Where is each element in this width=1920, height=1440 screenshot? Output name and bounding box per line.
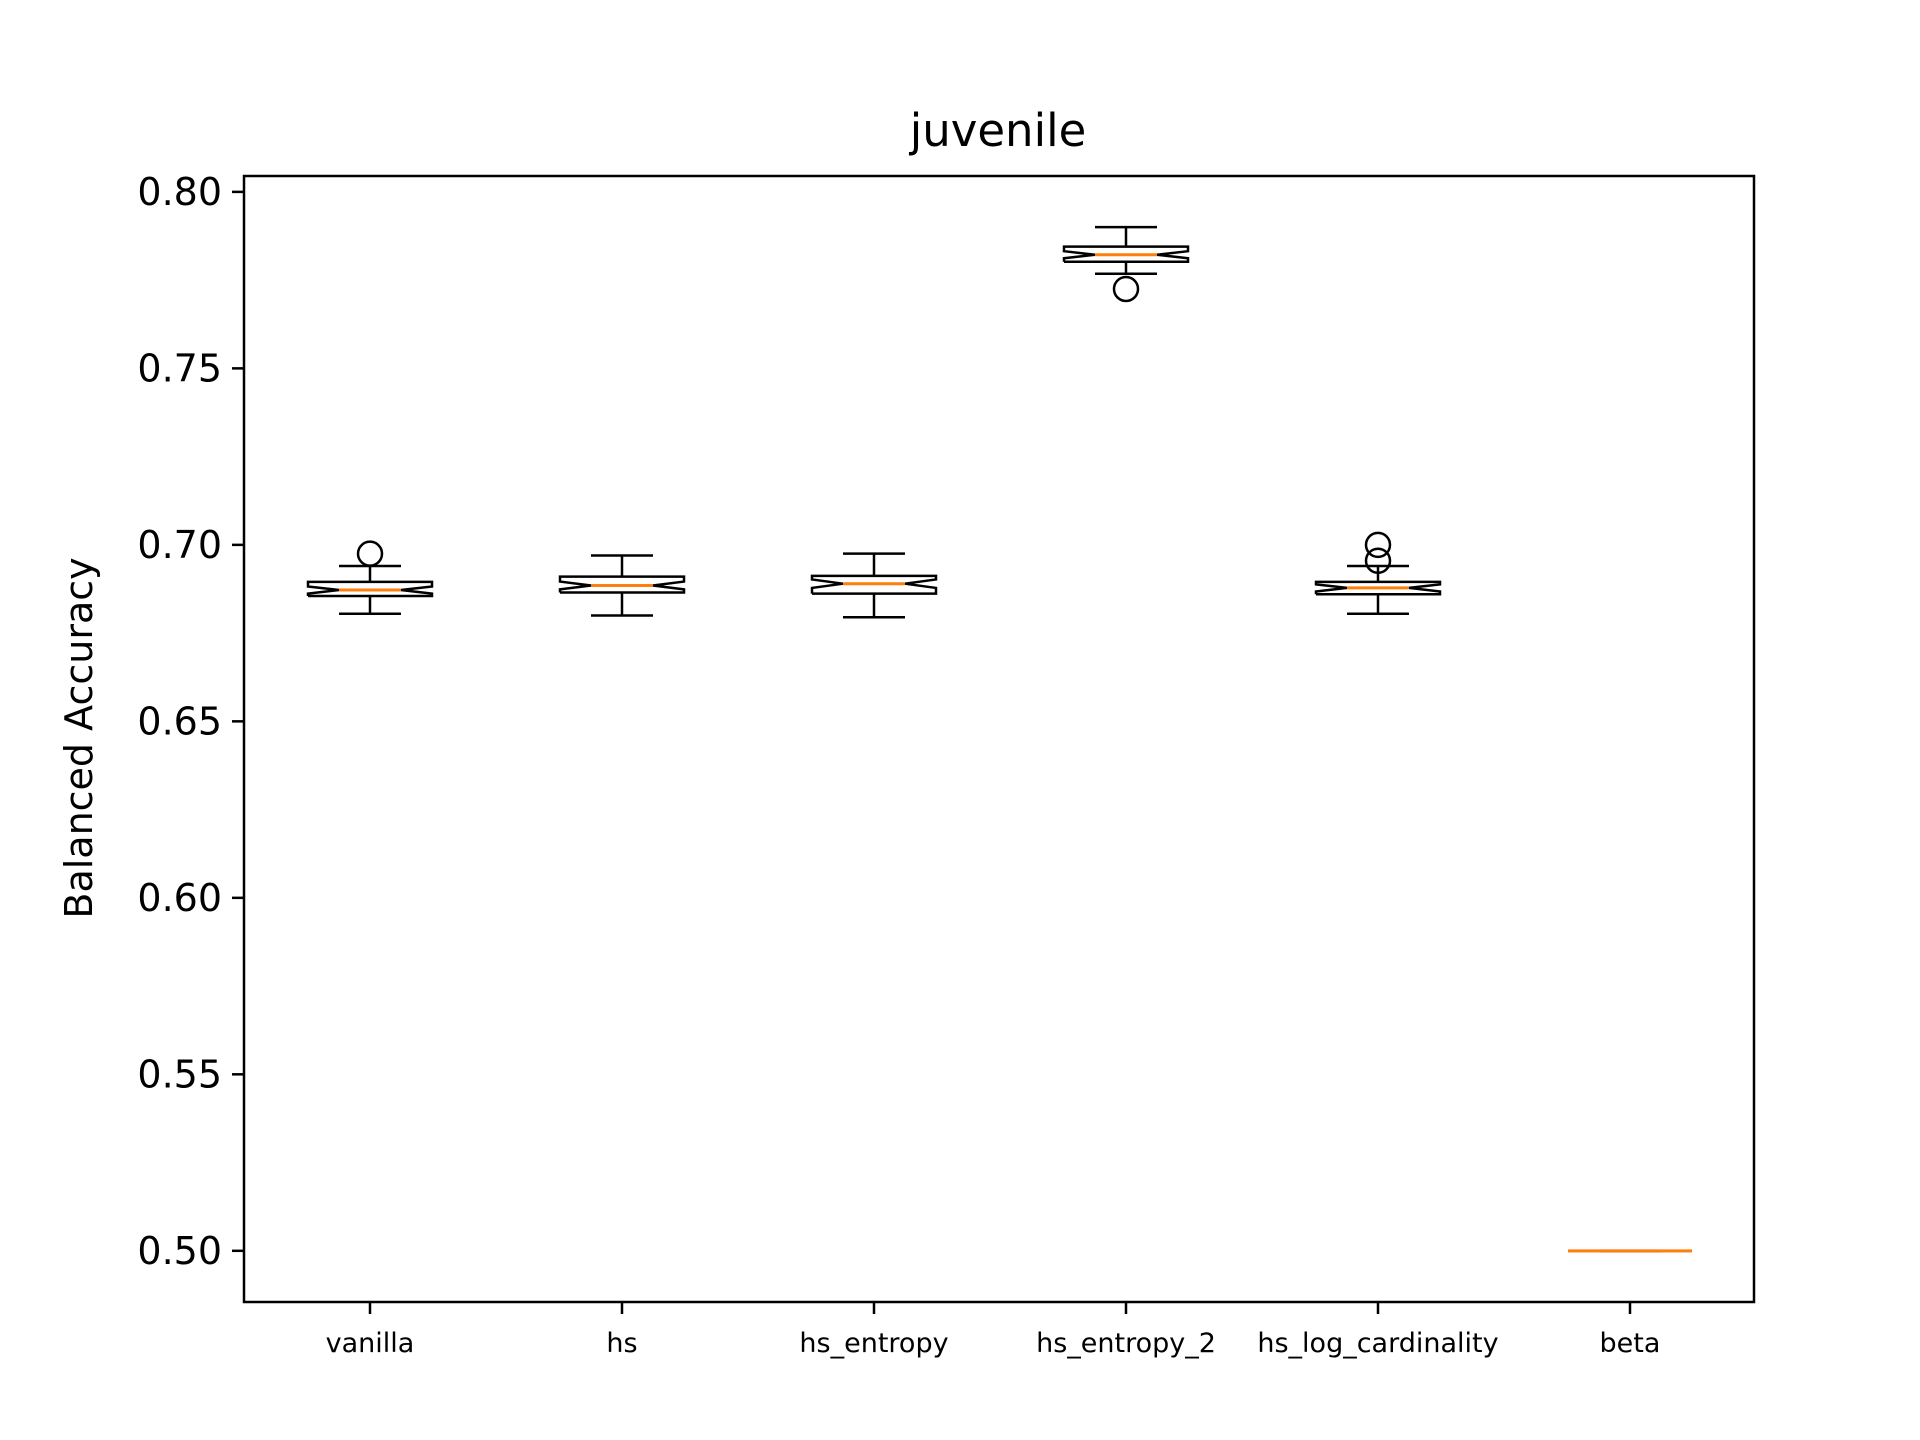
chart-title: juvenile	[909, 104, 1087, 157]
outlier-point	[1364, 531, 1392, 559]
box-hs_log_cardinality	[1314, 531, 1442, 615]
x-axis: vanilla hs hs_entropy hs_entropy_2 hs_log_ca…	[326, 1302, 1661, 1359]
box-body	[1062, 245, 1190, 264]
x-tick-label: beta	[1600, 1328, 1661, 1359]
y-tick-label: 0.65	[137, 699, 222, 743]
x-tick-label: hs_entropy	[799, 1328, 948, 1359]
box-body	[558, 575, 686, 594]
y-tick-label: 0.75	[137, 346, 222, 390]
boxes-layer	[306, 225, 1692, 1253]
y-tick-label: 0.60	[137, 876, 222, 920]
y-tick-label: 0.55	[137, 1052, 222, 1096]
x-tick-label: vanilla	[326, 1328, 415, 1359]
y-tick-label: 0.70	[137, 523, 222, 567]
x-tick-label: hs_entropy_2	[1036, 1328, 1216, 1359]
outlier-point	[1112, 275, 1140, 303]
y-axis: 0.50 0.55 0.60 0.65 0.70 0.75 0.80	[137, 170, 244, 1273]
plot-area-frame	[242, 174, 1756, 1304]
x-tick-label: hs_log_cardinality	[1257, 1328, 1498, 1359]
outlier-point	[356, 540, 384, 567]
outlier-point	[1364, 547, 1392, 574]
box-hs_entropy_2	[1062, 225, 1190, 303]
y-axis-label: Balanced Accuracy	[57, 557, 101, 918]
box-hs	[558, 554, 686, 617]
box-body	[810, 574, 938, 595]
y-tick-label: 0.50	[137, 1229, 222, 1273]
box-body	[1314, 580, 1442, 596]
x-tick-label: hs	[606, 1328, 637, 1359]
box-vanilla	[306, 540, 434, 615]
y-tick-label: 0.80	[137, 170, 222, 214]
box-body	[306, 580, 434, 598]
box-hs_entropy	[810, 552, 938, 619]
